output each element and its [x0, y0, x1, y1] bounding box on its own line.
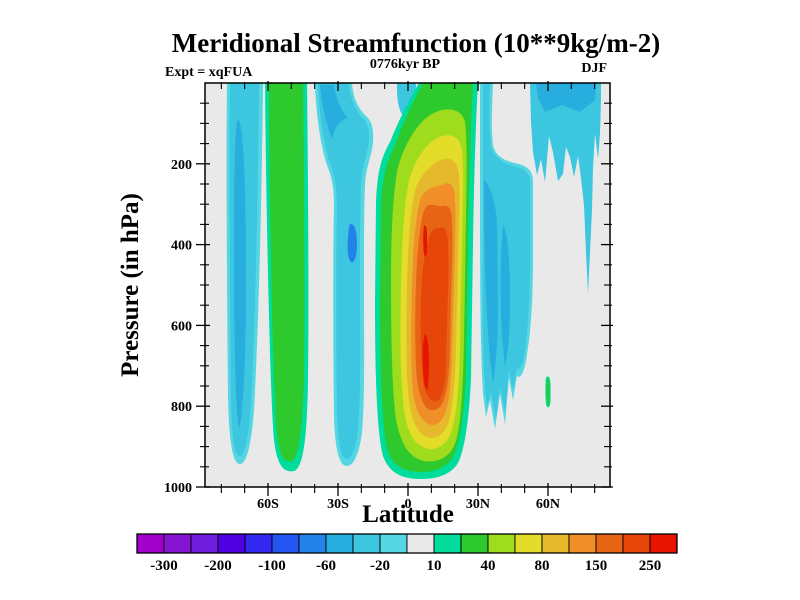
x-tick-label: 60S: [257, 497, 279, 512]
colorbar-tick-label: 80: [535, 558, 550, 574]
colorbar-segment: [460, 533, 489, 554]
hadley-red-sliver-upper: [423, 225, 427, 257]
nh-ferrel-band-core-east: [500, 225, 510, 368]
colorbar-segment: [622, 533, 651, 554]
colorbar-tick-label: -60: [316, 558, 336, 574]
x-tick-label: 0: [405, 497, 412, 512]
colorbar-segment: [649, 533, 678, 554]
nh-polar-patch-core: [536, 83, 596, 112]
colorbar-segment: [406, 533, 435, 554]
colorbar-segment: [190, 533, 219, 554]
x-tick-label: 60N: [536, 497, 560, 512]
axis-ticks: [196, 81, 613, 496]
colorbar-segment: [433, 533, 462, 554]
colorbar-tick-label: 10: [427, 558, 442, 574]
nh-polar-patch: [530, 83, 601, 294]
sh-green-band: [269, 83, 305, 462]
x-axis-title: Latitude: [362, 501, 454, 528]
colorbar-border: [136, 533, 678, 554]
y-tick-label: 1000: [164, 481, 192, 496]
sh-subtropical-band-upper-core: [320, 85, 348, 140]
y-tick-label: 600: [171, 319, 192, 334]
experiment-label: Expt = xqFUA: [165, 65, 253, 80]
colorbar-tick-label: -100: [258, 558, 286, 574]
x-tick-label: 30N: [466, 497, 490, 512]
colorbar-segment: [568, 533, 597, 554]
sh-polar-band-core: [234, 120, 246, 428]
colorbar-segment: [514, 533, 543, 554]
nh-ferrel-band-core-west: [484, 180, 498, 384]
y-tick-label: 200: [171, 158, 192, 173]
nh-green-sliver: [545, 376, 551, 408]
y-tick-label: 800: [171, 400, 192, 415]
colorbar-tick-label: 250: [639, 558, 662, 574]
sh-subtropical-blue-spot: [347, 224, 357, 263]
axis-tick-labels: 200 400 600 800 1000 60S 30S 0 30N 60N: [164, 158, 560, 512]
colorbar-tick-label: 40: [481, 558, 496, 574]
colorbar-segment: [217, 533, 246, 554]
colorbar-segment: [595, 533, 624, 554]
colorbar-segment: [379, 533, 408, 554]
contour-fills: [226, 83, 601, 479]
colorbar-tick-label: -20: [370, 558, 390, 574]
time-label: 0776kyr BP: [370, 57, 441, 72]
colorbar-segment: [541, 533, 570, 554]
colorbar-tick-label: -200: [204, 558, 232, 574]
season-label: DJF: [581, 61, 607, 76]
y-tick-label: 400: [171, 239, 192, 254]
colorbar-segment: [136, 533, 165, 554]
colorbar-segment: [163, 533, 192, 554]
plot-title: Meridional Streamfunction (10**9kg/m-2): [172, 28, 660, 58]
hadley-red-sliver-lower: [422, 334, 429, 390]
colorbar-segment: [298, 533, 327, 554]
x-tick-label: 30S: [327, 497, 349, 512]
colorbar-segment: [325, 533, 354, 554]
colorbar: -300 -200 -100 -60 -20 10 40 80 150 250: [136, 533, 678, 574]
colorbar-tick-label: 150: [585, 558, 608, 574]
y-axis-title: Pressure (in hPa): [117, 193, 144, 377]
colorbar-segment: [244, 533, 273, 554]
colorbar-segment: [271, 533, 300, 554]
colorbar-segment: [487, 533, 516, 554]
colorbar-segment: [352, 533, 381, 554]
colorbar-tick-label: -300: [150, 558, 178, 574]
sh-subtropical-band: [318, 83, 370, 459]
